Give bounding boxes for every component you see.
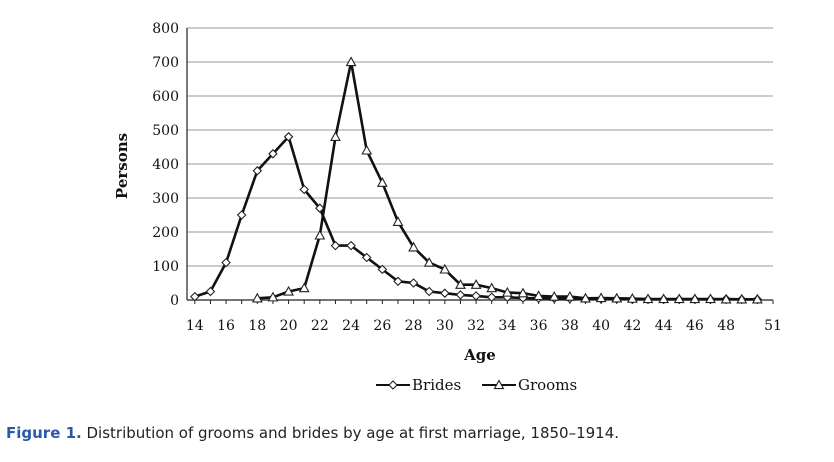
data-point-brides [190,291,200,302]
data-point-grooms [564,290,576,301]
data-point-grooms [517,287,529,298]
data-point-brides [221,257,231,268]
x-tick-label: 16 [217,318,235,334]
data-point-grooms [595,292,607,303]
data-point-brides [424,286,434,297]
data-point-grooms [470,279,482,289]
data-point-brides [330,240,341,251]
x-tick-label: 34 [498,318,516,334]
line-chart: 0 100 200 300 400 500 600 700 800 14 16 18 20 22 24 26 2… [113,21,782,394]
x-tick-label: 26 [373,318,391,334]
data-point-grooms [283,285,295,296]
data-point-grooms [673,293,685,304]
data-point-grooms [439,263,451,274]
data-point-brides [315,203,325,213]
x-tick-label: 44 [655,318,673,334]
y-tick-label: 0 [170,293,179,309]
data-point-grooms [533,290,545,301]
data-point-brides [346,240,356,251]
x-tick-label: 46 [686,318,704,334]
data-point-brides [299,184,309,195]
x-tick-label: 18 [248,318,266,334]
y-tick-label: 800 [152,21,179,37]
figure-caption: Figure 1. Distribution of grooms and bri… [6,424,826,442]
data-point-grooms [392,216,404,226]
chart-svg: 0 100 200 300 400 500 600 700 800 14 16 18 20 22 24 26 2… [113,21,782,394]
data-point-grooms [251,292,263,303]
legend-marker-grooms [493,379,505,390]
data-point-grooms [705,293,716,304]
x-tick-label: 30 [436,318,454,334]
data-point-grooms [408,241,420,252]
data-point-brides [408,278,419,288]
data-point-brides [393,276,403,287]
y-tick-label: 600 [152,89,179,105]
data-point-brides [377,264,388,275]
x-tick-label: 28 [405,318,423,334]
data-point-grooms [642,293,654,304]
series-line-grooms [257,60,758,301]
data-point-grooms [751,293,763,304]
data-point-grooms [736,293,748,304]
x-tick-label: 38 [561,318,579,334]
data-point-grooms [361,144,373,155]
data-point-brides [361,252,372,263]
y-axis-title: Persons [113,133,131,199]
y-tick-label: 400 [152,157,179,173]
x-tick-label: 14 [186,318,204,334]
data-point-grooms [376,177,388,187]
data-point-brides [486,292,497,303]
x-tick-label: 42 [623,318,641,334]
data-point-grooms [486,282,498,293]
x-tick-label: 48 [717,318,735,334]
x-tick-label: 32 [467,318,485,334]
data-point-grooms [611,292,623,303]
y-tick-label: 500 [152,123,179,139]
data-point-grooms [455,279,466,289]
y-tick-label: 200 [152,225,179,241]
data-point-grooms [626,293,638,303]
data-point-grooms [314,229,326,240]
data-point-brides [471,291,481,301]
x-tick-label: 20 [280,318,298,334]
series-line-brides [194,135,758,301]
x-tick-label: 22 [311,318,329,334]
x-tick-label: 36 [530,318,548,334]
x-tick-label: 24 [342,318,360,334]
x-tick-label: 40 [592,318,610,334]
x-axis-title: Age [463,346,496,364]
data-point-grooms [548,290,560,301]
data-point-brides [205,286,216,297]
data-point-brides [455,290,466,300]
data-point-grooms [345,56,357,67]
data-point-grooms [423,256,435,267]
legend-marker-brides [388,380,398,390]
caption-label: Figure 1. [6,424,82,442]
data-point-brides [252,166,263,176]
data-point-brides [283,132,294,142]
data-point-grooms [580,292,591,303]
data-point-brides [440,288,450,298]
y-tick-label: 100 [152,259,179,275]
data-point-grooms [298,282,310,293]
data-point-grooms [720,293,732,304]
data-point-grooms [267,291,279,302]
y-tick-label: 300 [152,191,179,207]
data-point-brides [236,210,247,220]
data-point-brides [268,149,278,159]
y-tick-label: 700 [152,55,179,71]
x-tick-label: 51 [764,318,782,334]
data-point-grooms [658,293,670,304]
data-point-grooms [689,293,701,304]
caption-text: Distribution of grooms and brides by age… [81,424,620,442]
legend-label-grooms: Grooms [518,376,577,394]
legend-label-brides: Brides [412,376,461,394]
data-point-grooms [501,286,513,297]
data-point-grooms [330,131,341,141]
